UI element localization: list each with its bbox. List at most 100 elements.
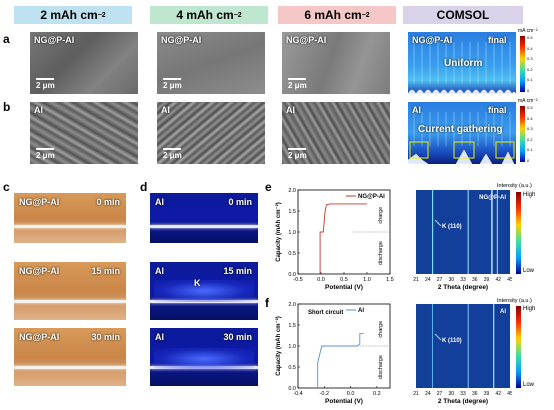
colorbar-b-unit: mA cm⁻² [518,98,538,104]
electrode-line [14,225,126,228]
scale-bar [163,78,181,80]
peak-arrow [434,333,442,341]
x-tick-label: -0.2 [320,391,329,397]
x-tick-label: 27 [437,277,443,283]
panel-letter-f: f [265,296,269,310]
y-tick-label: 0.5 [288,251,296,257]
colorbar-a-ticks: 0.5 0.4 0.3 0.2 0.1 0 [527,35,533,93]
panel-letter-e: e [265,180,272,194]
tick: 0 [527,87,530,93]
comsol-b-final: final [488,105,507,115]
x-tick-label: 45 [507,277,512,283]
peak-label: K (110) [442,338,462,344]
peak-arrow [434,219,442,227]
header-sup: −2 [97,11,106,19]
sem-a-2mah: NG@P-Al 2 μm [30,32,138,94]
tick: 0.1 [527,147,533,153]
photo-time: 0 min [228,197,252,207]
tick: 0.2 [527,66,533,72]
photo-label: Al [155,266,164,276]
discharge-label: discharge [378,355,384,379]
header-6mah: 6 mAh cm −2 [278,6,396,24]
comsol-a: NG@P-Al final Uniform [408,32,516,94]
x-tick-label: 1.5 [386,277,394,283]
intensity-e-title: Intensity (a.u.) [497,183,532,189]
x-tick-label: 0.0 [347,391,355,397]
c-photo: NG@P-Al 15 min [14,262,126,320]
sem-label: NG@P-Al [286,35,327,45]
annotation-label: Short circuit [308,310,343,316]
photo-label: NG@P-Al [19,197,60,207]
panel-letter-a: a [3,32,10,46]
y-tick-label: 2.0 [288,188,296,194]
x-tick-label: 42 [495,277,501,283]
diffraction-line [431,190,434,274]
comsol-a-field-lines [408,42,516,94]
comsol-a-final: final [488,35,507,45]
scale-bar [288,78,306,80]
tick: 0.2 [527,136,533,142]
x-tick-label: 1.0 [363,277,371,283]
xrd-f-heatmap: 21 24 27 30 33 36 39 42 45 2 Theta (degree) Al K (1… [413,304,512,405]
scale-label: 2 μm [288,151,307,160]
x-tick-label: 45 [507,391,512,397]
x-tick-label: 39 [484,391,490,397]
xrd-e-heatmap: 21 24 27 30 33 36 39 42 45 2 Theta (degree) NG@P-A… [413,190,512,291]
legend-label: Al [358,308,364,314]
series-line [317,332,364,388]
comsol-b-text: Current gathering [418,124,503,135]
x-tick-label: 42 [495,391,501,397]
y-tick-label: 1.5 [288,209,296,215]
x-axis-label: 2 Theta (degree) [438,398,488,405]
y-tick-label: 1.0 [288,230,296,236]
colorbar-a-unit: mA cm⁻² [518,28,538,34]
x-tick-label: -0.4 [293,391,302,397]
x-tick-label: 30 [448,391,454,397]
panel-letter-c: c [3,180,10,194]
sem-label: NG@P-Al [161,35,202,45]
x-tick-label: 24 [425,391,431,397]
sem-label: Al [286,105,295,115]
series-line [319,203,367,274]
header-comsol: COMSOL [403,6,523,24]
diffraction-line [431,304,433,388]
tick: 0.3 [527,56,533,62]
diffraction-line [467,304,469,388]
y-tick-label: 1.0 [288,344,296,350]
y-tick-label: 0.5 [288,365,296,371]
heatmap-label: Al [500,309,506,315]
photo-label: NG@P-Al [19,332,60,342]
sem-a-4mah: NG@P-Al 2 μm [157,32,265,94]
x-tick-label: -0.5 [293,277,302,283]
colorbar-a [520,36,525,92]
potassium-deposit [154,348,254,370]
c-photo: NG@P-Al 0 min [14,193,126,243]
sem-a-6mah: NG@P-Al 2 μm [282,32,390,94]
photo-label: Al [155,332,164,342]
diffraction-line [491,190,493,274]
y-axis-label: Capacity (mAh cm⁻²) [275,316,282,376]
header-sup: −2 [233,11,242,19]
sem-label: NG@P-Al [34,35,75,45]
legend-label: NG@P-Al [358,194,385,200]
scale-label: 2 μm [36,81,55,90]
diffraction-line [467,190,469,274]
x-tick-label: 33 [460,391,466,397]
scale-bar [36,78,54,80]
photo-time: 15 min [223,266,252,276]
heatmap-label: NG@P-Al [479,195,506,201]
scale-bar [163,148,181,150]
x-tick-label: 33 [460,277,466,283]
colorbar-b-ticks: 0.5 0.4 0.3 0.2 0.1 0 [527,105,533,163]
panel-letter-d: d [140,180,148,194]
diffraction-line [493,304,495,388]
y-axis-label: Capacity (mAh cm⁻²) [275,202,282,262]
photo-time: 15 min [91,266,120,276]
photo-time: 30 min [91,332,120,342]
x-axis-label: 2 Theta (degree) [438,284,488,291]
header-2mah: 2 mAh cm −2 [14,6,132,24]
x-tick-label: 21 [413,391,419,397]
scale-label: 2 μm [163,81,182,90]
comsol-b: Al final Current gathering [408,102,516,164]
intensity-f-low: Low [523,382,535,388]
